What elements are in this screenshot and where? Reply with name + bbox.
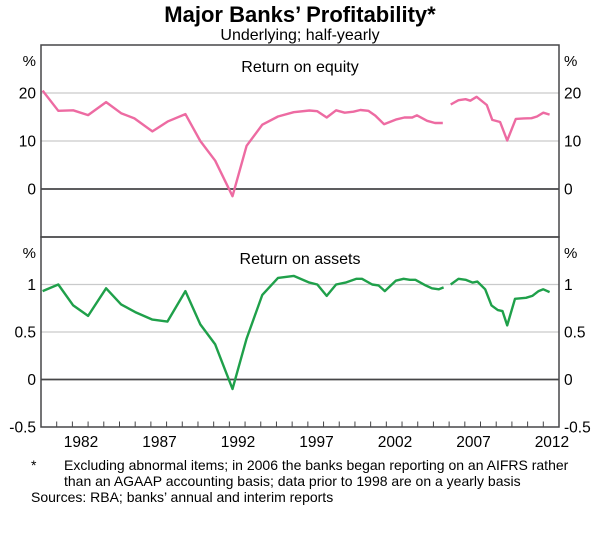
panel-title: Return on assets xyxy=(240,251,361,268)
y-axis-label-left: 10 xyxy=(19,134,37,151)
chart-subtitle: Underlying; half-yearly xyxy=(220,27,380,44)
x-axis-label: 1987 xyxy=(142,434,176,451)
chart-title: Major Banks’ Profitability* xyxy=(164,2,436,27)
sources-line: Sources: RBA; banks’ annual and interim … xyxy=(31,489,334,505)
data-line xyxy=(42,274,445,391)
y-axis-unit-right: % xyxy=(564,53,577,70)
y-axis-label-left: 0 xyxy=(27,372,36,389)
profitability-chart: 20 20 10 10 0 0% % Return on equity 1 1 0.5 0.5 0 0 -0… xyxy=(9,44,591,451)
y-axis-label-right: 0.5 xyxy=(564,325,586,342)
y-axis-label-left: 0 xyxy=(27,182,36,199)
y-axis-label-right: -0.5 xyxy=(564,420,591,437)
x-axis-label: 2007 xyxy=(456,434,490,451)
y-axis-label-right: 10 xyxy=(564,134,582,151)
x-axis-label: 2002 xyxy=(378,434,412,451)
panel-title: Return on equity xyxy=(241,59,358,76)
y-axis-label-left: 20 xyxy=(19,86,37,103)
x-axis-label: 1982 xyxy=(64,434,98,451)
y-axis-label-right: 1 xyxy=(564,277,573,294)
x-axis-label: 1997 xyxy=(299,434,333,451)
y-axis-unit-left: % xyxy=(23,245,36,262)
y-axis-label-left: -0.5 xyxy=(9,420,36,437)
footnote-text: Excluding abnormal items; in 2006 the ba… xyxy=(64,457,569,489)
footnote: * Excluding abnormal items; in 2006 the … xyxy=(31,457,579,489)
data-line xyxy=(41,89,443,198)
data-line xyxy=(449,277,551,327)
y-axis-label-left: 0.5 xyxy=(14,325,36,342)
data-line xyxy=(450,95,550,142)
y-axis-unit-left: % xyxy=(23,53,36,70)
panel-frame xyxy=(40,236,560,428)
footnote-symbol: * xyxy=(31,457,37,473)
y-axis-label-right: 0 xyxy=(564,372,573,389)
y-axis-label-right: 20 xyxy=(564,86,582,103)
x-axis-label: 2012 xyxy=(535,434,569,451)
y-axis-label-right: 0 xyxy=(564,182,573,199)
y-axis-unit-right: % xyxy=(564,245,577,262)
footnote-block: * Excluding abnormal items; in 2006 the … xyxy=(31,457,579,505)
x-axis-label: 1992 xyxy=(221,434,255,451)
y-axis-label-left: 1 xyxy=(27,277,36,294)
